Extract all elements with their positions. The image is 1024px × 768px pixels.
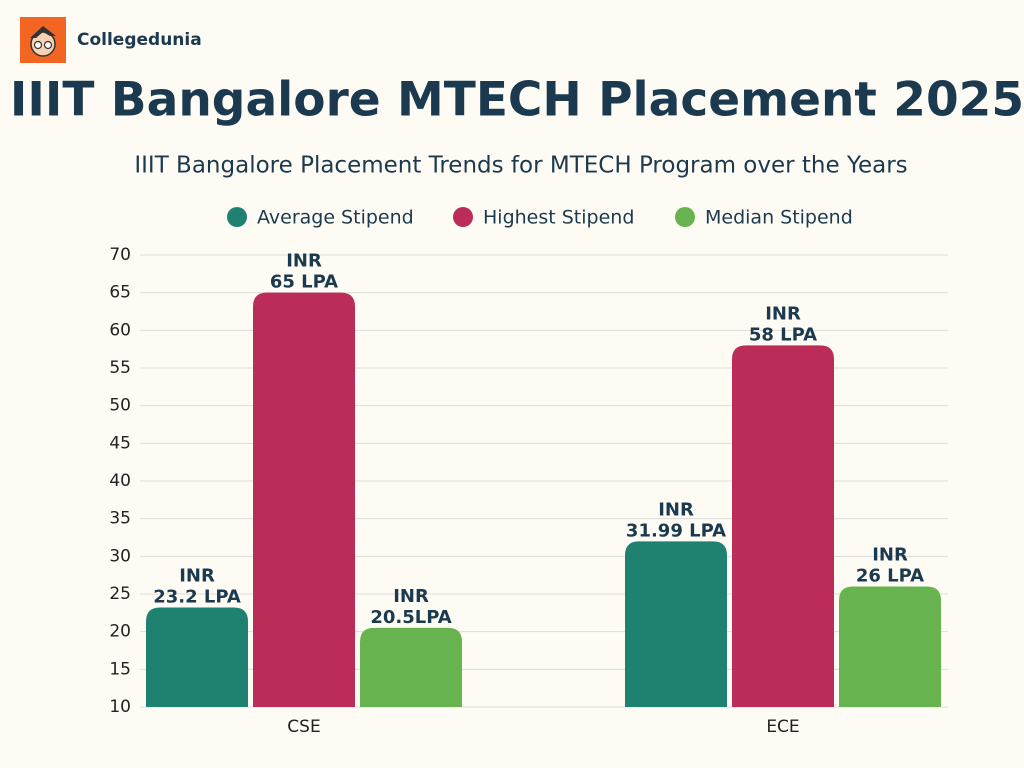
legend-marker [453,207,473,227]
brand: Collegedunia [77,30,202,50]
value-label-line: INR [179,566,215,587]
y-tick-label: 45 [109,433,131,453]
bar [360,627,462,707]
legend-label: Median Stipend [705,207,853,229]
value-label-line: 65 LPA [270,272,338,293]
y-tick-label: 35 [109,509,131,529]
y-tick-label: 55 [109,358,131,378]
y-tick-label: 40 [109,471,131,491]
y-tick-label: 30 [109,546,131,566]
value-label: INR 58 LPA [749,303,817,345]
value-label: INR 20.5LPA [370,586,451,628]
x-tick-label: CSE [287,717,320,737]
x-tick-label: ECE [766,717,799,737]
chart-subtitle: IIIT Bangalore Placement Trends for MTEC… [134,153,907,179]
value-label-line: 26 LPA [856,565,924,586]
y-tick-label: 65 [109,283,131,303]
value-label: INR 65 LPA [270,251,338,293]
y-tick-label: 20 [109,622,131,642]
legend-label: Highest Stipend [483,207,634,229]
y-tick-label: 15 [109,659,131,679]
y-tick-label: 25 [109,584,131,604]
chart-title: IIIT Bangalore MTECH Placement 2025 [10,73,1024,128]
y-tick-label: 10 [109,697,131,717]
value-label-line: 23.2 LPA [153,587,241,608]
bar [839,586,941,707]
legend-label: Average Stipend [257,207,414,229]
value-label: INR 31.99 LPA [626,499,726,541]
y-tick-label: 50 [109,396,131,416]
value-label-line: 31.99 LPA [626,520,726,541]
bar [732,345,834,707]
value-label-line: 58 LPA [749,324,817,345]
value-label-line: INR [286,251,322,272]
legend-marker [675,207,695,227]
value-label: INR 26 LPA [856,544,924,586]
logo [20,17,66,63]
bar [253,292,355,707]
value-label-line: INR [872,544,908,565]
value-label-line: INR [393,586,429,607]
value-label-line: INR [765,303,801,324]
y-tick-label: 60 [109,320,131,340]
bar [625,541,727,707]
y-tick-label: 70 [109,245,131,265]
value-label-line: INR [658,499,694,520]
value-label: INR 23.2 LPA [153,566,241,608]
legend-marker [227,207,247,227]
bar [146,607,248,707]
value-label-line: 20.5LPA [370,607,451,628]
